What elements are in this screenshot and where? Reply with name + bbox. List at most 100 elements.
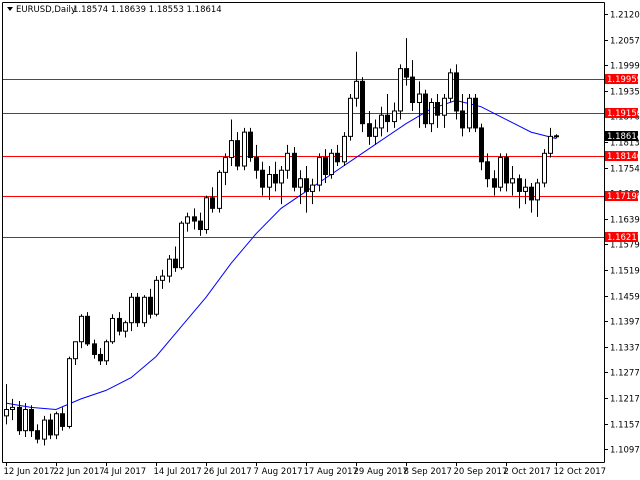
candle[interactable] [173,246,178,272]
candle[interactable] [517,174,522,209]
candle[interactable] [379,106,384,137]
candle[interactable] [235,132,240,171]
candle[interactable] [154,276,159,317]
candle[interactable] [210,187,215,213]
candle[interactable] [129,293,134,332]
candle[interactable] [98,348,103,366]
candle[interactable] [267,166,272,200]
candle[interactable] [10,398,15,421]
candle[interactable] [79,314,84,349]
candle[interactable] [292,146,297,192]
candle[interactable] [48,413,53,440]
candle[interactable] [460,94,465,137]
candle[interactable] [273,161,278,192]
candle[interactable] [248,127,253,162]
candle[interactable] [260,161,265,196]
candle[interactable] [142,295,147,327]
candle[interactable] [223,153,228,186]
candle[interactable] [354,51,359,107]
candle[interactable] [242,127,247,171]
time-tick-label: 2 Oct 2017 [504,467,551,477]
candle[interactable] [85,312,90,346]
candle[interactable] [110,314,115,344]
candle[interactable] [529,182,534,213]
candle[interactable] [348,94,353,141]
candle[interactable] [135,293,140,327]
candle[interactable] [60,407,65,431]
candle[interactable] [367,110,372,145]
candle[interactable] [192,208,197,230]
candle[interactable] [17,401,22,435]
price-tick-label: 1.12775 [610,369,640,379]
candle[interactable] [454,64,459,120]
candle[interactable] [323,149,328,183]
candle[interactable] [417,81,422,128]
candle[interactable] [473,94,478,133]
candle[interactable] [542,149,547,188]
horizontal-levels [3,79,604,238]
candle[interactable] [398,64,403,120]
candle[interactable] [510,166,515,196]
candle[interactable] [204,195,209,234]
candle[interactable] [492,170,497,196]
candle[interactable] [117,312,122,336]
candle[interactable] [298,170,303,205]
candle[interactable] [92,339,97,359]
candle[interactable] [229,119,234,167]
price-axis[interactable]: 1.212051.205751.199901.193501.187601.181… [604,11,640,456]
candle[interactable] [148,288,153,319]
candle[interactable] [29,405,34,438]
candle[interactable] [479,123,484,171]
candle[interactable] [423,89,428,128]
candle[interactable] [160,269,165,289]
candle[interactable] [185,212,190,232]
candle[interactable] [73,341,78,366]
candle[interactable] [498,153,503,192]
candle[interactable] [554,134,559,139]
moving-average-line[interactable] [5,99,557,411]
candle[interactable] [179,221,184,270]
candle[interactable] [42,415,47,446]
candle[interactable] [342,132,347,167]
candle[interactable] [435,94,440,128]
candle[interactable] [279,166,284,205]
candle[interactable] [104,339,109,366]
candle[interactable] [548,127,553,158]
candle[interactable] [329,149,334,179]
candle[interactable] [485,153,490,188]
candle[interactable] [523,178,528,205]
candle[interactable] [410,60,415,111]
candle[interactable] [442,94,447,128]
candle[interactable] [360,77,365,133]
candle[interactable] [429,98,434,133]
candle[interactable] [54,411,59,440]
candle[interactable] [310,178,315,205]
candle[interactable] [304,166,309,213]
candle[interactable] [217,170,222,213]
candle[interactable] [404,38,409,86]
candle[interactable] [35,424,40,444]
candle[interactable] [392,102,397,128]
candle[interactable] [285,144,290,179]
candle[interactable] [4,384,9,425]
candle[interactable] [504,153,509,192]
candle[interactable] [448,68,453,103]
candle[interactable] [198,212,203,236]
candle[interactable] [167,254,172,283]
ohlc-values: 1.18574 1.18639 1.18553 1.18614 [73,5,222,15]
candle[interactable] [535,178,540,217]
chevron-down-icon[interactable] [7,7,13,11]
candle[interactable] [254,144,259,179]
candle[interactable] [467,94,472,133]
candle[interactable] [385,94,390,133]
bear-candle-body [410,76,415,104]
candle[interactable] [317,153,322,192]
candle[interactable] [67,356,72,429]
candle[interactable] [123,320,128,338]
candle[interactable] [23,403,28,438]
candle[interactable] [335,144,340,167]
candle[interactable] [373,119,378,145]
